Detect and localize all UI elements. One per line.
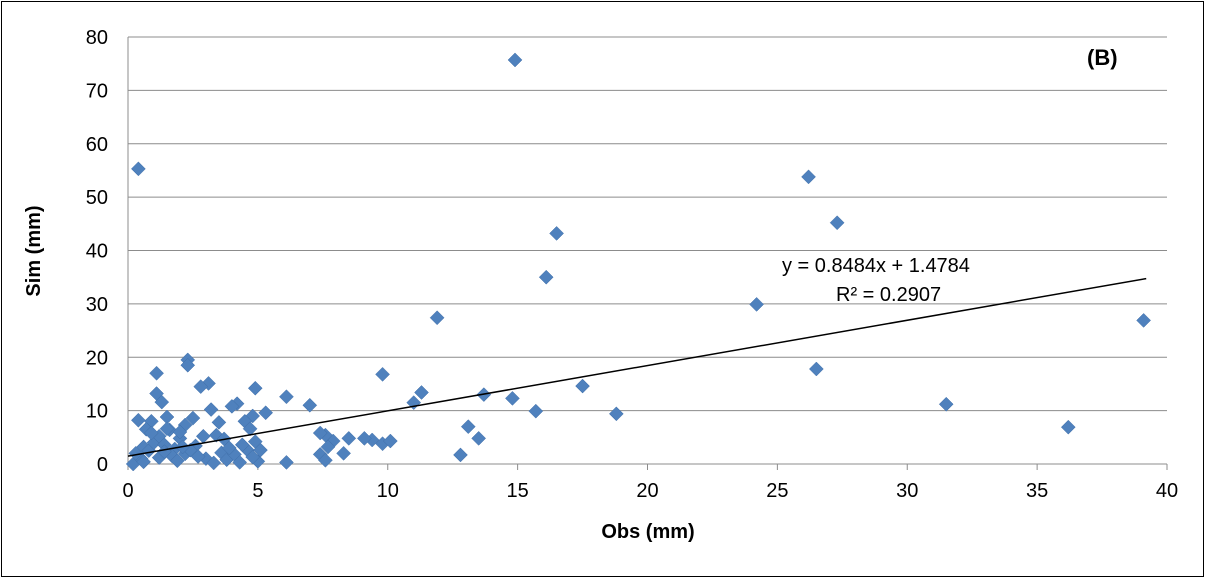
- data-point: [149, 365, 164, 381]
- data-point: [180, 357, 196, 373]
- y-tick-label: 0: [97, 454, 108, 476]
- data-point: [211, 415, 227, 430]
- data-point: [279, 455, 294, 470]
- x-tick-label: 25: [766, 480, 788, 502]
- data-point: [429, 310, 445, 326]
- panel-label: (B): [1087, 45, 1118, 70]
- data-point: [1060, 419, 1076, 435]
- data-point: [279, 389, 294, 405]
- data-point: [608, 406, 624, 422]
- data-point: [460, 419, 476, 434]
- data-point: [193, 379, 209, 394]
- data-point: [829, 215, 845, 231]
- data-point: [224, 399, 240, 414]
- trendline-group: [127, 277, 1147, 457]
- y-tick-label: 60: [86, 134, 108, 156]
- data-point: [258, 405, 274, 421]
- y-tick-label: 20: [86, 347, 108, 369]
- data-point: [749, 297, 764, 312]
- data-point: [375, 366, 390, 382]
- y-tick-label: 80: [86, 27, 108, 49]
- data-point: [172, 424, 188, 440]
- data-point: [382, 433, 398, 449]
- data-point: [131, 412, 146, 428]
- x-tick-labels: 0 5 10 15 20 25 30 35 40: [122, 480, 1178, 502]
- data-point: [312, 425, 328, 441]
- data-point: [185, 410, 201, 426]
- data-point: [195, 428, 211, 444]
- data-point: [549, 226, 564, 241]
- data-point: [234, 437, 250, 453]
- data-point: [357, 431, 372, 446]
- x-tick-label: 0: [122, 480, 133, 502]
- data-point: [808, 361, 824, 377]
- gridlines: [128, 36, 1167, 412]
- x-tick-label: 10: [377, 480, 399, 502]
- x-axis-title: Obs (mm): [601, 521, 694, 543]
- data-point: [1136, 313, 1151, 328]
- data-point: [318, 452, 333, 468]
- data-point: [136, 454, 151, 470]
- x-tick-label: 15: [507, 480, 529, 502]
- trendline-equation: y = 0.8484x + 1.4784: [782, 255, 970, 277]
- data-point: [505, 390, 520, 406]
- y-tick-label: 10: [86, 401, 108, 423]
- data-point: [507, 52, 523, 68]
- data-point: [242, 421, 258, 437]
- x-tick-label: 35: [1026, 480, 1048, 502]
- x-tick-label: 30: [896, 480, 918, 502]
- trendline: [127, 277, 1147, 457]
- data-point: [203, 402, 219, 417]
- data-point: [159, 421, 175, 437]
- x-tick-label: 5: [252, 480, 263, 502]
- data-point: [336, 445, 351, 461]
- data-point: [232, 455, 248, 470]
- data-point: [528, 403, 544, 419]
- data-point: [253, 442, 268, 458]
- data-point: [341, 431, 357, 446]
- y-tick-label: 40: [86, 241, 108, 263]
- data-point: [247, 380, 263, 396]
- data-point: [144, 425, 159, 441]
- y-tick-label: 30: [86, 294, 108, 316]
- data-point: [575, 378, 590, 394]
- data-point: [169, 453, 185, 469]
- data-point: [302, 397, 318, 413]
- y-tick-label: 70: [86, 80, 108, 102]
- data-point: [538, 269, 554, 285]
- data-point: [131, 161, 146, 177]
- data-point: [206, 455, 222, 471]
- y-tick-label: 50: [86, 187, 108, 209]
- data-point: [938, 396, 954, 412]
- data-point: [154, 394, 170, 410]
- y-tick-labels: 0 10 20 30 40 50 60 70 80: [86, 27, 108, 476]
- trendline-r2: R² = 0.2907: [836, 284, 941, 306]
- data-point: [414, 385, 429, 400]
- data-point: [471, 431, 487, 446]
- y-axis-title: Sim (mm): [23, 205, 45, 296]
- data-point: [801, 169, 816, 185]
- axes: [127, 37, 1168, 470]
- data-point: [245, 449, 261, 465]
- x-tick-label: 40: [1156, 480, 1178, 502]
- data-point: [453, 447, 468, 463]
- data-points: [125, 52, 1151, 472]
- data-point: [320, 439, 336, 455]
- x-tick-label: 20: [636, 480, 658, 502]
